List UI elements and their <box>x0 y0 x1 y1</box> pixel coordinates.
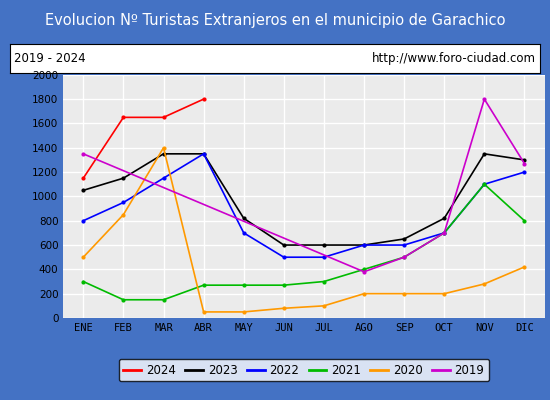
2023 <box>521 158 528 162</box>
2020 <box>521 264 528 269</box>
2022 <box>321 255 327 260</box>
2019 <box>401 255 408 260</box>
2022 <box>401 243 408 248</box>
2020 <box>280 306 287 311</box>
2024 <box>200 97 207 102</box>
2023 <box>240 216 247 221</box>
2022 <box>200 152 207 156</box>
2022 <box>240 230 247 235</box>
Legend: 2024, 2023, 2022, 2021, 2020, 2019: 2024, 2023, 2022, 2021, 2020, 2019 <box>119 359 489 382</box>
2022 <box>361 243 367 248</box>
Line: 2023: 2023 <box>82 152 526 246</box>
2023 <box>280 243 287 248</box>
2020 <box>120 212 127 217</box>
2019 <box>361 269 367 274</box>
2023 <box>481 152 488 156</box>
2020 <box>240 310 247 314</box>
2021 <box>120 297 127 302</box>
Text: http://www.foro-ciudad.com: http://www.foro-ciudad.com <box>372 52 536 65</box>
2022 <box>481 182 488 187</box>
Line: 2024: 2024 <box>82 98 205 180</box>
2020 <box>321 304 327 308</box>
2022 <box>521 170 528 174</box>
2021 <box>160 297 167 302</box>
2023 <box>120 176 127 180</box>
2020 <box>441 291 448 296</box>
2020 <box>200 310 207 314</box>
2020 <box>361 291 367 296</box>
2019 <box>441 230 448 235</box>
2024 <box>80 176 86 180</box>
2023 <box>361 243 367 248</box>
2021 <box>200 283 207 288</box>
2021 <box>401 255 408 260</box>
2020 <box>481 282 488 286</box>
2021 <box>240 283 247 288</box>
2023 <box>441 216 448 221</box>
2024 <box>120 115 127 120</box>
Line: 2021: 2021 <box>82 183 526 301</box>
2021 <box>361 267 367 272</box>
Line: 2019: 2019 <box>82 98 526 273</box>
2021 <box>481 182 488 187</box>
2021 <box>80 279 86 284</box>
Text: 2019 - 2024: 2019 - 2024 <box>14 52 86 65</box>
2023 <box>321 243 327 248</box>
Line: 2022: 2022 <box>82 152 526 258</box>
2021 <box>521 218 528 223</box>
2024 <box>160 115 167 120</box>
2020 <box>80 255 86 260</box>
2022 <box>80 218 86 223</box>
2022 <box>441 230 448 235</box>
2019 <box>80 152 86 156</box>
2021 <box>321 279 327 284</box>
2023 <box>200 152 207 156</box>
2020 <box>401 291 408 296</box>
2022 <box>160 176 167 180</box>
2023 <box>80 188 86 193</box>
2022 <box>280 255 287 260</box>
2019 <box>521 161 528 166</box>
Text: Evolucion Nº Turistas Extranjeros en el municipio de Garachico: Evolucion Nº Turistas Extranjeros en el … <box>45 14 505 28</box>
2021 <box>280 283 287 288</box>
2019 <box>481 97 488 102</box>
Line: 2020: 2020 <box>82 146 526 313</box>
2022 <box>120 200 127 205</box>
2023 <box>160 152 167 156</box>
2021 <box>441 230 448 235</box>
2023 <box>401 236 408 241</box>
2020 <box>160 145 167 150</box>
